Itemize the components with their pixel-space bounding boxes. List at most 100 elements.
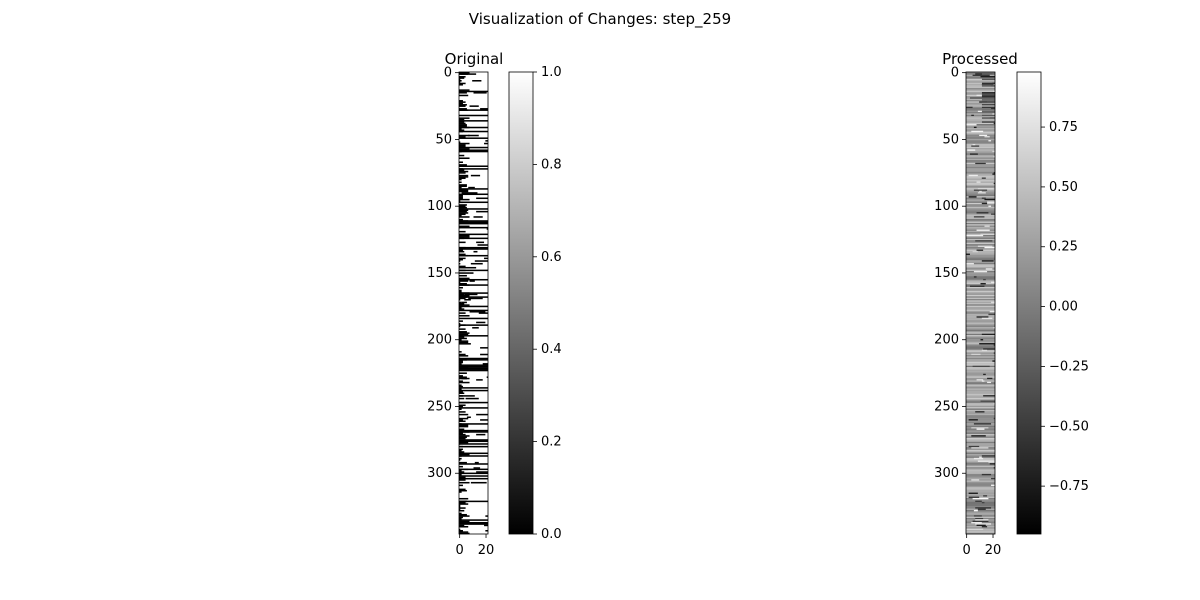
heatmap-cell [459,397,465,400]
heatmap-cell [472,327,479,329]
heatmap-cell [480,353,488,356]
heatmap-cell [459,296,488,298]
heatmap-cell [966,461,995,464]
heatmap-cell [466,416,471,419]
heatmap-cell [459,146,488,149]
heatmap-cell [966,272,995,274]
heatmap-cell [966,250,995,253]
heatmap-cell [984,198,995,201]
heatmap-cell [984,136,990,138]
heatmap-cell [966,124,977,126]
heatmap-cell [966,480,995,483]
heatmap-cell [966,440,995,443]
heatmap-cell [966,234,984,237]
heatmap-cell [966,313,995,316]
heatmap-cell [981,93,995,95]
heatmap-cell [966,395,995,397]
heatmap-cell [459,520,470,523]
heatmap-cell [981,260,994,262]
heatmap-cell [981,112,995,114]
heatmap-cell [459,328,466,330]
heatmap-cell [977,508,986,511]
heatmap-cell [966,78,995,81]
heatmap-cell [459,508,461,511]
heatmap-cell [459,413,469,416]
heatmap-cell [966,173,995,176]
heatmap-cell [459,272,470,274]
heatmap-cell [459,303,465,305]
heatmap-cell [459,471,465,473]
heatmap-cell [459,428,465,431]
heatmap-cell [966,389,995,392]
heatmap-cell [966,156,995,158]
heatmap-cell [966,415,995,417]
heatmap-cell [966,201,995,204]
heatmap-cell [966,376,995,378]
heatmap-cell [968,445,980,448]
heatmap-cell [459,214,462,217]
heatmap-cell [966,463,995,465]
heatmap-cell [980,233,995,236]
original-title: Original [445,50,504,68]
heatmap-cell [966,321,995,324]
heatmap-cell [971,521,982,524]
heatmap-cell [975,519,989,521]
heatmap-cell [459,292,488,294]
heatmap-cell [459,488,466,491]
heatmap-cell [972,74,990,77]
heatmap-cell [966,106,973,109]
heatmap-cell [966,369,995,372]
heatmap-cell [966,304,995,306]
heatmap-cell [966,485,995,488]
heatmap-cell [459,130,488,133]
heatmap-cell [476,413,488,416]
heatmap-cell [966,405,995,408]
heatmap-cell [459,532,470,535]
heatmap-cell [976,379,984,381]
heatmap-cell [966,467,995,469]
heatmap-cell [459,222,488,225]
original-heatmap [458,71,489,535]
heatmap-cell [966,341,995,344]
heatmap-cell [459,136,466,138]
heatmap-cell [459,523,488,525]
heatmap-frame [965,71,996,535]
heatmap-cell [459,391,463,393]
heatmap-cell [966,178,995,181]
heatmap-cell [966,197,995,200]
heatmap-cell [966,298,995,301]
heatmap-cell [459,265,466,268]
heatmap-cell [966,345,995,348]
heatmap-cell [966,421,995,424]
heatmap-cell [966,352,995,354]
heatmap-cell [459,121,465,123]
heatmap-cell [459,269,488,272]
heatmap-cell [966,309,995,312]
heatmap-cell [966,237,995,240]
heatmap-cell [459,92,467,94]
heatmap-cell [966,525,995,528]
heatmap-cell [966,253,970,256]
heatmap-cell [966,300,995,302]
heatmap-cell [966,471,995,473]
heatmap-cell [966,317,995,320]
heatmap-cell [459,210,467,213]
heatmap-cell [966,439,995,441]
heatmap-cell [459,455,488,457]
heatmap-cell [966,122,995,125]
heatmap-cell [459,145,466,147]
x-tick-label: 0 [963,543,971,558]
y-tick-label: 50 [942,132,959,147]
processed-axes: 0 50 100 150 200 250 300 0 20 [934,66,1001,558]
heatmap-cell [993,182,995,185]
heatmap-cell [464,293,478,296]
heatmap-cell [981,473,992,476]
heatmap-cell [967,149,976,151]
heatmap-cell [966,85,995,87]
heatmap-cell [459,484,463,487]
heatmap-cell [459,357,488,360]
heatmap-cell [989,311,995,313]
heatmap-cell [966,89,995,91]
heatmap-cell [993,327,995,329]
